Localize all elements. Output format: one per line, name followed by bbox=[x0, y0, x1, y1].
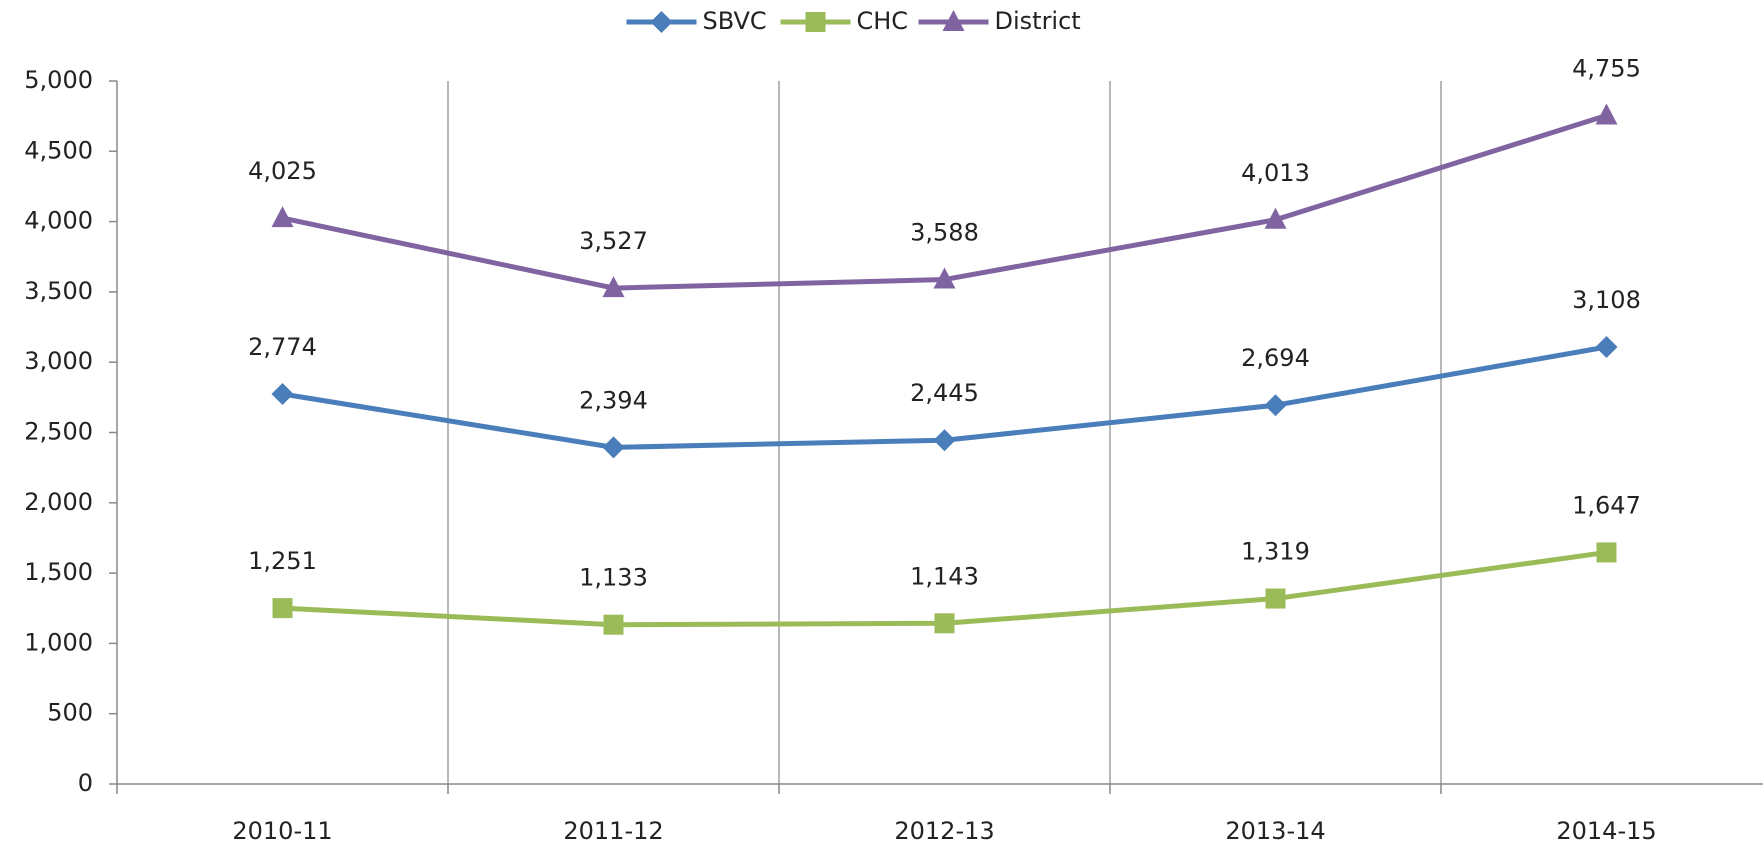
marker bbox=[650, 11, 673, 33]
x-tick-label: 2010-11 bbox=[232, 817, 332, 845]
marker bbox=[271, 206, 294, 228]
data-label: 4,013 bbox=[1241, 159, 1310, 187]
data-label: 1,251 bbox=[248, 547, 317, 575]
y-tick-label: 500 bbox=[47, 699, 93, 727]
data-label: 4,025 bbox=[248, 157, 317, 185]
data-label: 2,445 bbox=[910, 379, 979, 407]
series-line bbox=[281, 113, 1608, 291]
data-label: 3,108 bbox=[1572, 286, 1641, 314]
marker bbox=[805, 12, 826, 32]
data-label: 3,588 bbox=[910, 219, 979, 247]
data-label: 4,755 bbox=[1572, 54, 1641, 82]
y-tick-label: 4,500 bbox=[24, 136, 93, 164]
marker bbox=[1595, 103, 1618, 125]
data-label: 2,394 bbox=[579, 386, 648, 414]
y-tick-label: 3,500 bbox=[24, 277, 93, 305]
data-label: 1,647 bbox=[1572, 491, 1641, 519]
legend-label: SBVC bbox=[703, 7, 767, 35]
marker bbox=[271, 382, 294, 405]
data-label: 2,694 bbox=[1241, 344, 1310, 372]
marker bbox=[1265, 588, 1286, 609]
data-label: 1,133 bbox=[579, 564, 648, 592]
marker bbox=[602, 436, 625, 459]
y-tick-label: 1,500 bbox=[24, 558, 93, 586]
x-tick-label: 2011-12 bbox=[563, 817, 663, 845]
y-tick-label: 2,000 bbox=[24, 488, 93, 516]
data-label: 1,143 bbox=[910, 562, 979, 590]
y-tick-label: 5,000 bbox=[24, 66, 93, 94]
marker bbox=[1596, 542, 1617, 563]
data-label: 3,527 bbox=[579, 227, 648, 255]
x-tick-label: 2013-14 bbox=[1225, 817, 1325, 845]
y-tick-label: 3,000 bbox=[24, 347, 93, 375]
legend-label: CHC bbox=[857, 7, 909, 35]
marker bbox=[1595, 336, 1618, 359]
marker bbox=[272, 598, 293, 619]
marker bbox=[934, 613, 955, 634]
marker bbox=[933, 267, 956, 289]
x-tick-label: 2014-15 bbox=[1556, 817, 1656, 845]
y-tick-label: 0 bbox=[78, 769, 93, 797]
marker bbox=[933, 429, 956, 452]
x-tick-label: 2012-13 bbox=[894, 817, 994, 845]
legend-label: District bbox=[995, 7, 1081, 35]
data-label: 1,319 bbox=[1241, 538, 1310, 566]
marker bbox=[1264, 394, 1287, 417]
marker bbox=[602, 276, 625, 298]
y-tick-label: 2,500 bbox=[24, 418, 93, 446]
y-tick-label: 4,000 bbox=[24, 207, 93, 235]
marker bbox=[1264, 207, 1287, 229]
marker bbox=[942, 10, 965, 31]
marker bbox=[603, 614, 624, 635]
y-tick-label: 1,000 bbox=[24, 628, 93, 656]
data-label: 2,774 bbox=[248, 333, 317, 361]
